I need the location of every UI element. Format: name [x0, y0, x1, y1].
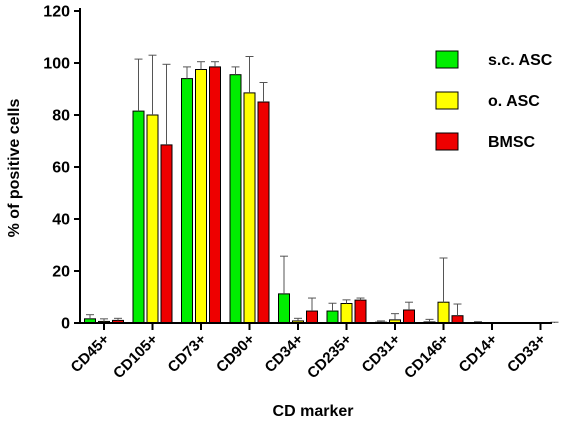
bar — [340, 303, 353, 324]
legend: s.c. ASC o. ASC BMSC — [435, 50, 553, 151]
x-tick-label: CD14+ — [455, 331, 501, 377]
bar — [209, 66, 221, 324]
bar — [132, 110, 145, 324]
y-axis-label: % of positive cells — [6, 99, 23, 238]
x-tick-label: CD235+ — [304, 331, 355, 382]
bar — [181, 78, 193, 324]
bar — [160, 144, 173, 324]
legend-label: o. ASC — [488, 93, 540, 110]
legend-label: s.c. ASC — [488, 52, 553, 69]
y-tick-label: 0 — [61, 316, 70, 333]
bar — [257, 101, 270, 324]
y-tick-label: 100 — [43, 56, 70, 73]
x-tick-label: CD90+ — [213, 331, 259, 377]
y-tick-label: 60 — [52, 160, 70, 177]
y-tick-label: 40 — [52, 212, 70, 229]
bar — [146, 114, 159, 324]
y-tick-label: 20 — [52, 264, 70, 281]
x-axis-label: CD marker — [273, 403, 354, 420]
x-tick-label: CD31+ — [358, 331, 404, 377]
x-tick-label: CD105+ — [110, 331, 161, 382]
bar — [243, 92, 256, 324]
bar — [451, 315, 464, 324]
x-ticks: CD45+CD105+ CD73+ CD90+ CD34+CD235+ CD31+CD1… — [67, 323, 549, 382]
bar — [437, 301, 450, 324]
bars-layer — [84, 66, 464, 324]
bar — [326, 310, 339, 324]
legend-swatch — [435, 50, 459, 69]
x-tick-label: CD33+ — [504, 331, 550, 377]
legend-label: BMSC — [488, 134, 536, 151]
x-tick-label: CD146+ — [401, 331, 452, 382]
x-tick-label: CD73+ — [164, 331, 210, 377]
y-tick-label: 120 — [43, 4, 70, 21]
y-ticks: 0 20 40 60 80 100 120 — [43, 4, 80, 333]
legend-swatch — [435, 132, 459, 151]
bar — [306, 310, 318, 324]
bar — [403, 309, 415, 324]
bar — [354, 299, 367, 324]
error-bars-layer — [86, 54, 559, 323]
x-tick-label: CD34+ — [261, 331, 307, 377]
bar — [229, 74, 242, 324]
bar — [278, 293, 290, 324]
y-tick-label: 80 — [52, 108, 70, 125]
bar — [195, 69, 207, 324]
x-tick-label: CD45+ — [67, 331, 113, 377]
legend-swatch — [435, 91, 459, 110]
